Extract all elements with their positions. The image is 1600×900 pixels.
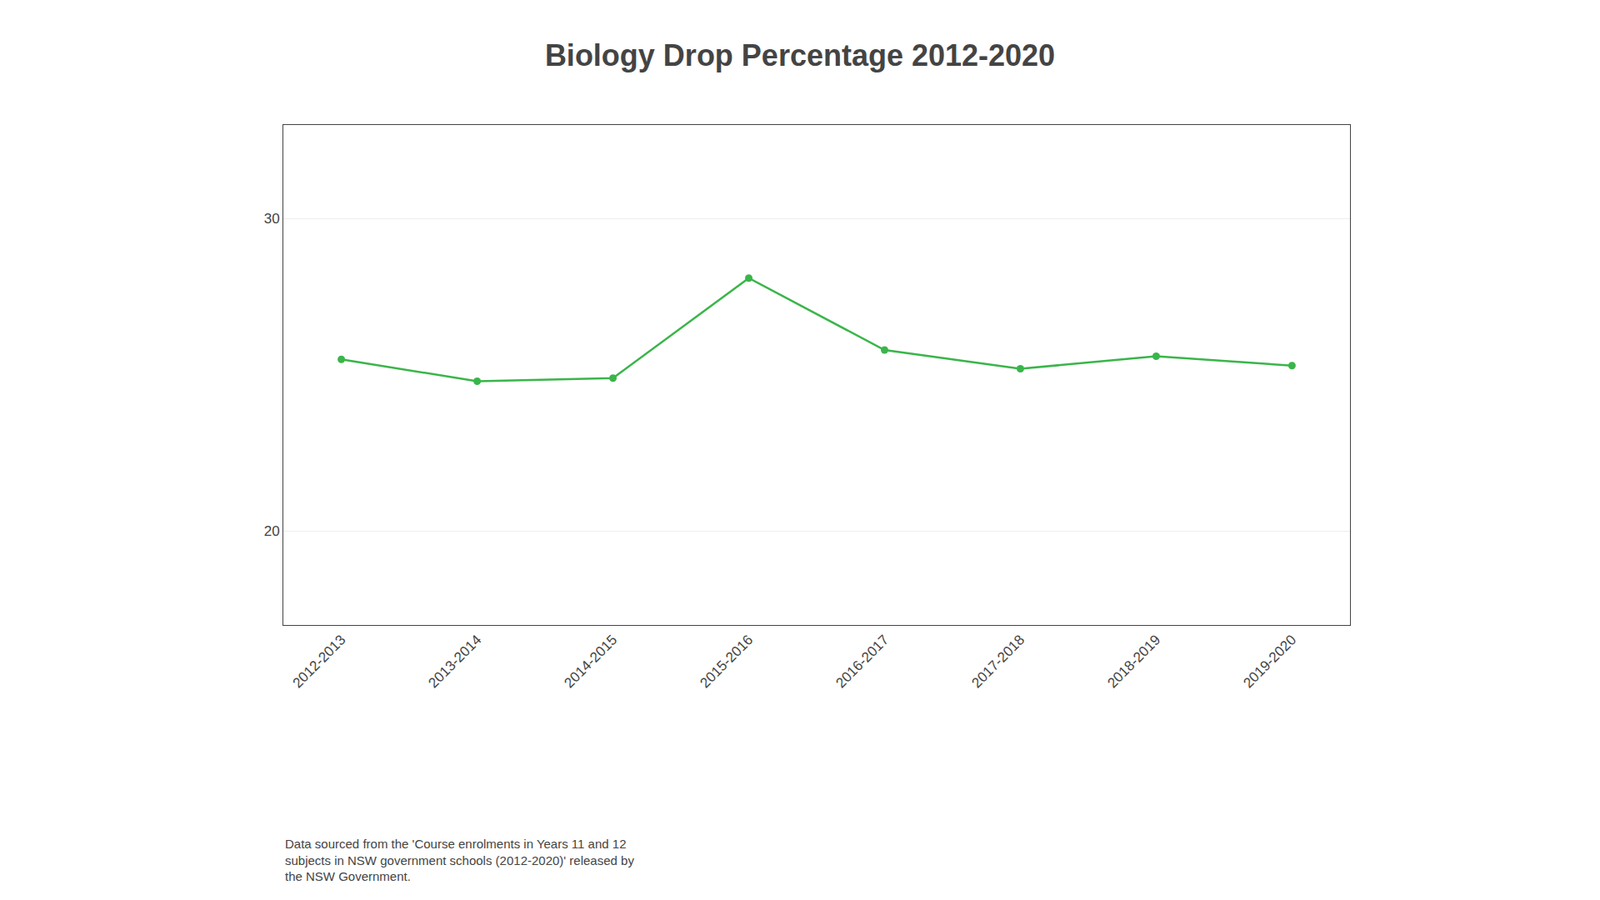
svg-text:2013-2014: 2013-2014 [425, 631, 485, 691]
svg-text:2015-2016: 2015-2016 [696, 631, 756, 691]
svg-text:2016-2017: 2016-2017 [832, 631, 892, 691]
svg-text:Biology Drop Percentage 2012-2: Biology Drop Percentage 2012-2020 [545, 38, 1055, 73]
svg-text:2018-2019: 2018-2019 [1104, 631, 1164, 691]
svg-text:20: 20 [264, 523, 280, 540]
svg-text:30: 30 [264, 210, 280, 227]
svg-text:Data sourced from the 'Course: Data sourced from the 'Course enrolments… [285, 836, 635, 884]
svg-text:2014-2015: 2014-2015 [560, 631, 620, 691]
svg-text:2019-2020: 2019-2020 [1240, 631, 1300, 691]
svg-text:2017-2018: 2017-2018 [968, 631, 1028, 691]
svg-text:2012-2013: 2012-2013 [290, 631, 350, 691]
